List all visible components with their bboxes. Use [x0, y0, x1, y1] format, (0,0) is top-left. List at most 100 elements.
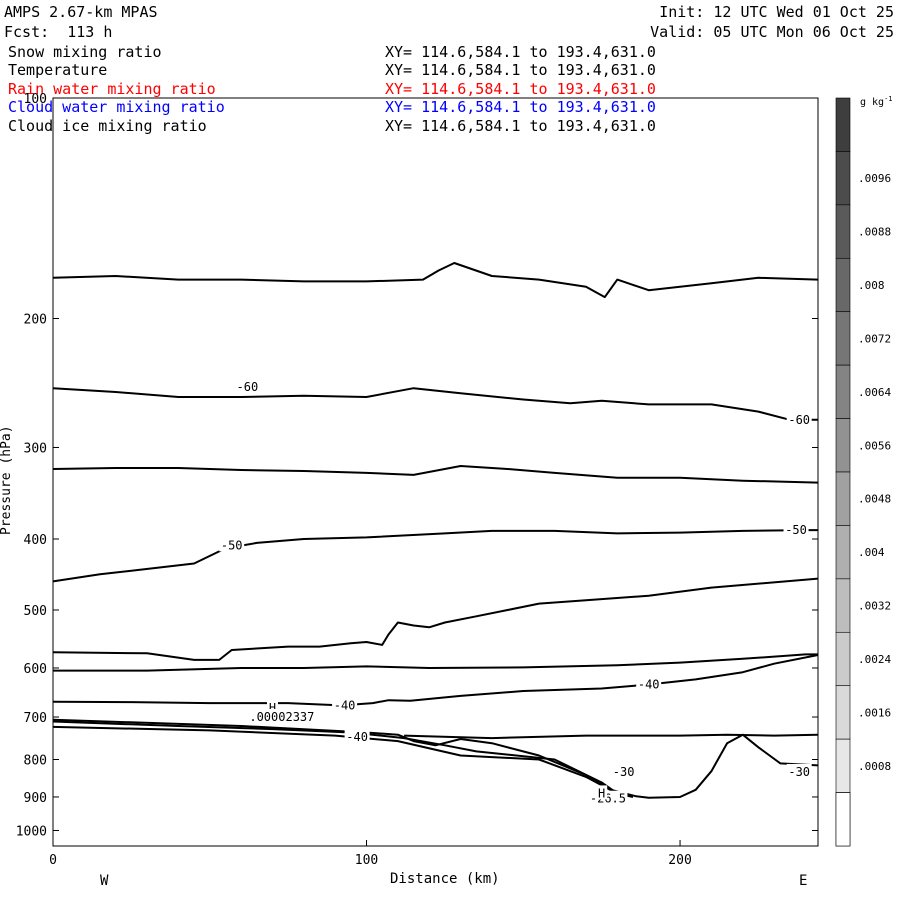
colorbar-tick-label: .0088 — [858, 226, 891, 239]
y-axis: 100 200 300 400 500 600 700 800 900 1000 — [16, 92, 818, 839]
plot-frame — [52, 97, 819, 847]
colorbar-swatch — [835, 204, 851, 259]
y-tick-label: 100 — [24, 92, 47, 107]
colorbar-tick-label: .008 — [858, 279, 885, 292]
contour-line — [52, 654, 819, 707]
colorbar-tick-label: .0008 — [858, 760, 891, 773]
colorbar-units-exp: -1 — [884, 95, 892, 103]
contour-line — [52, 718, 819, 799]
temperature-contours — [52, 262, 819, 799]
model-title: AMPS 2.67-km MPAS — [4, 3, 158, 21]
colorbar-swatch — [835, 578, 851, 633]
colorbar-swatch — [835, 151, 851, 206]
x-tick-label: 0 — [49, 853, 57, 868]
forecast-hour: Fcst: 113 h — [4, 23, 113, 41]
colorbar-tick-label: .0072 — [858, 332, 891, 345]
contour-line — [404, 733, 819, 740]
legend-snow-xy: XY= 114.6,584.1 to 193.4,631.0 — [385, 43, 656, 61]
legend-cloud-ice-xy: XY= 114.6,584.1 to 193.4,631.0 — [385, 117, 656, 135]
y-tick-label: 800 — [24, 753, 47, 768]
y-axis-label: Pressure (hPa) — [0, 425, 14, 535]
contour-line — [52, 262, 819, 299]
legend-temperature-name: Temperature — [8, 61, 108, 79]
annotation-label: -40 — [346, 730, 368, 744]
annotation-bg — [786, 763, 812, 778]
x-tick-label: 200 — [668, 853, 691, 868]
legend-cloud-ice-name: Cloud ice mixing ratio — [8, 117, 207, 135]
annotation-label: .00002337 — [249, 710, 314, 724]
west-label: W — [100, 873, 109, 889]
colorbar-swatch — [835, 471, 851, 526]
y-tick-label: 600 — [24, 662, 47, 677]
colorbar-tick-label: .0016 — [858, 706, 891, 719]
annotation-bg — [596, 785, 608, 800]
colorbar-swatch — [835, 631, 851, 687]
colorbar-swatch — [835, 257, 851, 313]
colorbar-tick-label: .0056 — [858, 439, 891, 452]
colorbar-tick-label: .0096 — [858, 172, 891, 185]
contour-line — [52, 720, 634, 798]
colorbar-tick-label: .0032 — [858, 600, 891, 613]
annotation-bg — [219, 537, 245, 552]
colorbar-tick-label: .0064 — [858, 386, 891, 399]
annotation-label: -60 — [788, 413, 810, 427]
legend-cloud-water-name: Cloud water mixing ratio — [8, 98, 225, 116]
annotation-bg — [234, 378, 260, 393]
y-tick-label: 400 — [24, 533, 47, 548]
colorbar-swatch — [835, 685, 851, 740]
y-tick-label: 1000 — [16, 824, 47, 839]
colorbar-swatch-zero — [835, 792, 851, 847]
colorbar-swatch — [835, 738, 851, 793]
colorbar-swatch — [835, 97, 851, 152]
annotation-bg — [783, 522, 809, 537]
legend-rain-xy: XY= 114.6,584.1 to 193.4,631.0 — [385, 80, 656, 98]
contour-line — [52, 387, 818, 421]
annotation-label: -60 — [237, 380, 259, 394]
colorbar: .0096 .0088 .008 .0072 .0064 .0056 .0048 .004 .0… — [835, 97, 891, 847]
annotation-label: -30 — [788, 765, 810, 779]
x-tick-label: 100 — [355, 853, 378, 868]
annotation-bg — [332, 697, 358, 712]
annotation-label: H — [269, 701, 276, 715]
annotation-label: -40 — [334, 698, 356, 712]
colorbar-units-base: g kg — [860, 97, 884, 108]
legend-temperature-xy: XY= 114.6,584.1 to 193.4,631.0 — [385, 61, 656, 79]
annotation-label: -50 — [221, 538, 243, 552]
colorbar-swatch — [835, 364, 851, 419]
annotation-bg — [636, 676, 662, 691]
x-axis: 0 100 200 — [49, 840, 692, 868]
annotation-bg — [786, 411, 812, 426]
init-time: Init: 12 UTC Wed 01 Oct 25 — [659, 3, 894, 21]
colorbar-units: g kg-1 — [860, 95, 893, 108]
contour-line — [52, 577, 819, 661]
y-tick-label: 700 — [24, 711, 47, 726]
annotation-bg — [248, 709, 316, 724]
annotation-label: -30 — [613, 765, 635, 779]
colorbar-tick-label: .0024 — [858, 653, 891, 666]
legend-snow-name: Snow mixing ratio — [8, 43, 162, 61]
colorbar-swatch — [835, 418, 851, 473]
annotation-bg — [611, 763, 637, 778]
annotation-label: -50 — [785, 523, 807, 537]
colorbar-swatch — [835, 311, 851, 366]
contour-line — [52, 465, 819, 484]
colorbar-swatch — [835, 525, 851, 580]
annotation-label: -26.5 — [590, 792, 626, 806]
contour-line — [52, 725, 625, 798]
annotation-label: H — [598, 786, 605, 800]
y-tick-label: 900 — [24, 791, 47, 806]
contour-annotations: -60-60-50-50-40-40-40-30 -30-26.5H.000023… — [219, 378, 812, 806]
y-tick-label: 300 — [24, 441, 47, 456]
colorbar-tick-label: .004 — [858, 546, 885, 559]
contour-line — [53, 653, 818, 672]
annotation-label: -40 — [638, 678, 660, 692]
colorbar-tick-label: .0048 — [858, 493, 891, 506]
east-label: E — [799, 873, 807, 889]
y-tick-label: 200 — [24, 312, 47, 327]
y-tick-label: 500 — [24, 604, 47, 619]
annotation-bg — [344, 728, 370, 743]
annotation-bg — [266, 699, 278, 714]
legend-rain-name: Rain water mixing ratio — [8, 80, 216, 98]
